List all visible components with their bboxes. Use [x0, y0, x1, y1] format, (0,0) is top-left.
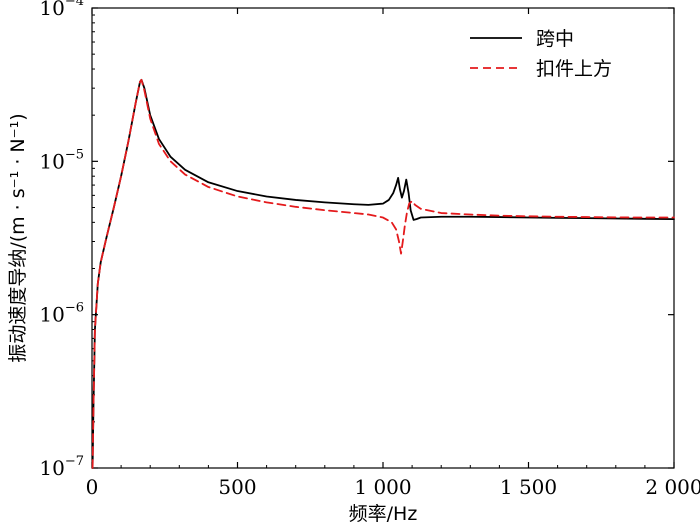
y-tick-label: 10−5 — [39, 147, 84, 173]
x-tick-label: 500 — [218, 475, 256, 499]
x-tick-label: 2 000 — [645, 475, 700, 499]
x-tick-label: 0 — [86, 475, 99, 499]
legend-label-1: 跨中 — [536, 28, 574, 50]
series-line-2 — [91, 78, 675, 469]
y-tick-exponent: −6 — [65, 301, 84, 316]
x-tick-label: 1 000 — [354, 475, 411, 499]
y-tick-label: 10−4 — [39, 0, 84, 20]
y-tick-label: 10−6 — [39, 301, 84, 327]
y-tick-exponent: −4 — [65, 0, 84, 9]
y-tick-exponent: −5 — [65, 147, 84, 162]
y-tick-label: 10−7 — [39, 454, 84, 480]
y-tick-base: 10 — [39, 303, 64, 327]
y-tick-exponent: −7 — [65, 454, 84, 469]
x-tick-label: 1 500 — [500, 475, 557, 499]
y-tick-base: 10 — [39, 0, 64, 20]
series-line-1 — [91, 78, 675, 469]
series-lines — [91, 78, 675, 469]
y-tick-base: 10 — [39, 149, 64, 173]
y-axis-title: 振动速度导纳/(m · s⁻¹ · N⁻¹) — [7, 113, 29, 362]
y-tick-base: 10 — [39, 456, 64, 480]
legend-label-2: 扣件上方 — [536, 58, 612, 80]
x-axis-title: 频率/Hz — [349, 503, 418, 525]
